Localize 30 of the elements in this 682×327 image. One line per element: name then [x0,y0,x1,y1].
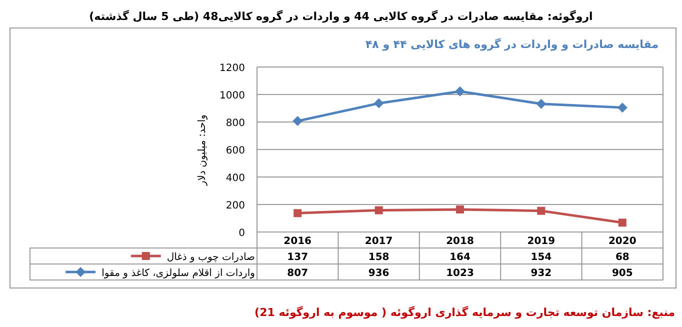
data-label: 137 [287,252,308,263]
legend-label: واردات از اقلام سلولزی، کاغذ و مقوا [102,268,256,279]
y-tick-label: 600 [226,146,245,156]
y-tick-label: 1000 [220,90,245,102]
data-label: 68 [615,252,630,263]
x-tick-label: 2019 [527,236,556,247]
chart-subtitle: مقایسه صادرات و واردات در گروه های کالایی ۴۴ و ۴۸ [365,38,659,51]
chart-title: اروگوئه: مقایسه صادرات در گروه کالایی 44 و واردات در گروه کالایی48 (طی 5 سال گذشته) [89,10,593,23]
legend-entry: واردات از اقلام سلولزی، کاغذ و مقوا [66,267,255,279]
data-label: 154 [530,252,552,263]
legend-label: صادرات چوب و ذغال [166,252,255,263]
data-label: 936 [368,268,390,279]
x-tick-label: 2018 [446,236,474,247]
y-tick-label: 1200 [220,63,245,74]
text: منبع: سازمان توسعه تجارت و سرمایه گذاری اروگوئه ( موسوم به اروگوئه 21) [254,306,675,319]
data-label: 905 [612,268,633,279]
data-label: 1023 [446,268,474,279]
y-tick-label: 200 [226,200,245,212]
x-tick-label: 2016 [284,236,312,247]
data-label: 932 [530,268,552,279]
y-axis-title: واحد: میلیون دلار [197,114,208,186]
data-label: 164 [450,252,470,263]
x-tick-label: 2017 [364,236,393,247]
x-tick-label: 2020 [608,236,636,247]
y-tick-label: 800 [226,118,245,129]
y-tick-label: 400 [226,173,245,184]
data-label: 158 [368,252,390,263]
legend-entry: صادرات چوب و ذغال [130,252,255,263]
y-tick-label: 0 [238,228,245,239]
data-label: 807 [287,268,308,279]
